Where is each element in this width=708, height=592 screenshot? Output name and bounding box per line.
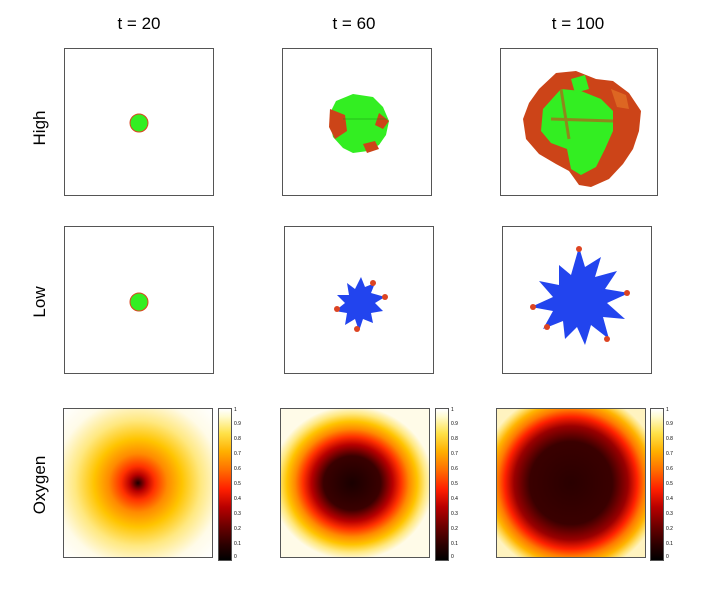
panel-low-t20 — [64, 226, 214, 374]
row-label-oxygen: Oxygen — [30, 455, 49, 515]
column-title-t60: t = 60 — [332, 14, 376, 33]
panel-oxygen-t60 — [280, 408, 430, 558]
row-label-high: High — [30, 110, 49, 146]
colorbar-ticks-t20: 1 0.9 0.8 0.7 0.6 0.5 0.4 0.3 0.2 0.1 0 — [234, 407, 241, 560]
colorbar-t100 — [650, 408, 664, 561]
panel-high-t20 — [64, 48, 214, 196]
column-title-t100: t = 100 — [551, 14, 605, 33]
panel-oxygen-t100 — [496, 408, 646, 558]
column-title-t20: t = 20 — [117, 14, 161, 33]
panel-low-t100 — [502, 226, 652, 374]
panel-low-t60 — [284, 226, 434, 374]
panel-high-t60 — [282, 48, 432, 196]
colorbar-ticks-t60: 1 0.9 0.8 0.7 0.6 0.5 0.4 0.3 0.2 0.1 0 — [451, 407, 458, 560]
panel-oxygen-t20 — [63, 408, 213, 558]
colorbar-t60 — [435, 408, 449, 561]
row-label-low: Low — [30, 286, 49, 318]
panel-high-t100 — [500, 48, 658, 196]
colorbar-t20 — [218, 408, 232, 561]
colorbar-ticks-t100: 1 0.9 0.8 0.7 0.6 0.5 0.4 0.3 0.2 0.1 0 — [666, 407, 673, 560]
